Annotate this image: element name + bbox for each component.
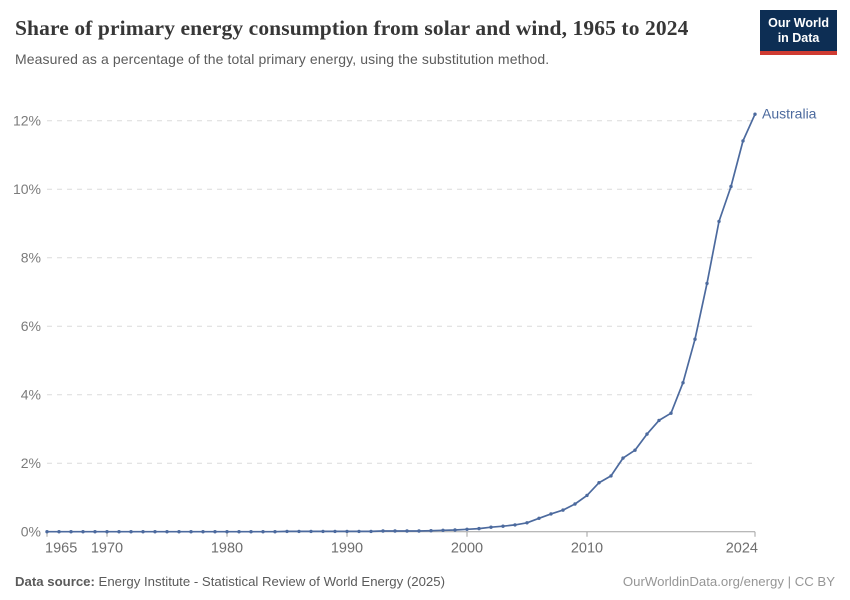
data-point — [357, 529, 361, 534]
data-point — [645, 432, 649, 436]
data-point — [45, 530, 49, 534]
data-point — [369, 529, 373, 534]
chart-subtitle: Measured as a percentage of the total pr… — [15, 50, 550, 67]
data-source-text: Energy Institute - Statistical Review of… — [94, 574, 445, 589]
data-point — [597, 481, 601, 485]
data-point — [81, 530, 85, 534]
data-point — [273, 530, 277, 534]
data-point — [189, 530, 193, 534]
data-point — [741, 139, 745, 143]
data-point — [501, 524, 505, 528]
x-tick-label: 1990 — [331, 541, 363, 557]
data-point — [309, 529, 313, 534]
data-point — [105, 530, 109, 534]
data-point — [669, 411, 673, 415]
data-source-label: Data source: — [15, 574, 95, 589]
data-point — [681, 381, 685, 385]
x-tick-label: 1980 — [211, 541, 243, 557]
data-point — [657, 418, 661, 423]
data-point — [441, 528, 445, 532]
data-point — [693, 337, 697, 341]
data-point — [297, 529, 301, 534]
x-tick-label: 2010 — [571, 541, 603, 557]
data-point — [465, 527, 469, 531]
data-source-note: Data source: Energy Institute - Statisti… — [15, 574, 445, 589]
australia-series-line — [46, 113, 756, 533]
data-point — [405, 529, 409, 533]
data-point — [621, 456, 625, 460]
data-point — [129, 530, 133, 534]
owid-logo-line1: Our World — [768, 16, 829, 30]
y-tick-label: 10% — [13, 181, 41, 197]
data-point — [261, 530, 265, 534]
y-tick-label: 2% — [21, 455, 41, 471]
data-point — [393, 529, 397, 533]
data-point — [117, 530, 121, 534]
x-tick-label: 1970 — [91, 541, 123, 557]
data-point — [705, 281, 709, 286]
chart-header: Share of primary energy consumption from… — [15, 10, 837, 67]
x-tick-label: 2024 — [726, 541, 758, 557]
chart-title: Share of primary energy consumption from… — [15, 16, 689, 40]
data-point — [717, 219, 721, 224]
data-point — [609, 474, 613, 478]
y-tick-label: 4% — [21, 387, 41, 403]
data-point — [453, 528, 457, 532]
series-end-label: Australia — [762, 106, 817, 122]
x-tick-label: 2000 — [451, 541, 483, 557]
owid-logo-line2: in Data — [777, 31, 820, 46]
y-tick-label: 8% — [21, 250, 41, 266]
data-point — [345, 529, 349, 534]
data-point — [417, 529, 421, 533]
data-point — [561, 508, 565, 512]
data-point — [333, 529, 337, 534]
data-point — [237, 530, 241, 534]
y-tick-label: 12% — [13, 113, 41, 129]
data-point — [633, 448, 637, 452]
data-point — [573, 502, 577, 506]
credit-note: OurWorldinData.org/energy | CC BY — [622, 574, 835, 589]
data-point — [513, 523, 517, 527]
y-tick-label: 6% — [21, 318, 41, 334]
data-point — [729, 184, 733, 189]
chart-footer: Data source: Energy Institute - Statisti… — [15, 574, 835, 589]
data-point — [69, 530, 73, 534]
owid-logo: Our World in Data — [760, 10, 837, 55]
data-point — [141, 530, 145, 534]
data-point — [489, 525, 493, 529]
data-point — [177, 530, 181, 534]
data-point — [285, 529, 289, 534]
data-point — [525, 521, 529, 525]
data-point — [225, 530, 229, 534]
data-point — [549, 512, 553, 516]
data-point — [477, 526, 481, 531]
data-point — [57, 530, 61, 534]
data-point — [429, 529, 433, 533]
data-point — [213, 530, 217, 534]
data-point — [201, 530, 205, 534]
data-point — [537, 516, 541, 520]
y-tick-label: 0% — [21, 524, 41, 540]
data-point — [153, 530, 157, 534]
data-point — [93, 530, 97, 534]
data-point — [585, 493, 589, 498]
data-point — [165, 530, 169, 534]
data-point — [753, 112, 757, 116]
data-point — [321, 529, 325, 534]
x-tick-label: 1965 — [45, 541, 77, 557]
data-point — [249, 530, 253, 534]
data-point — [381, 529, 385, 533]
